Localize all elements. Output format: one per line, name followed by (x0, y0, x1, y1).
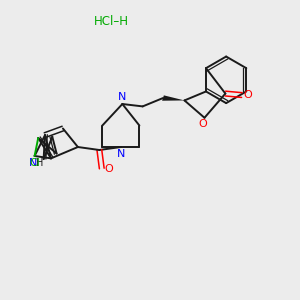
Text: H: H (36, 158, 43, 168)
Text: HCl–H: HCl–H (94, 15, 129, 28)
Polygon shape (162, 95, 184, 101)
Text: Cl: Cl (29, 158, 40, 168)
Text: N: N (117, 148, 125, 159)
Text: O: O (199, 119, 207, 129)
Text: N: N (118, 92, 127, 102)
Text: O: O (104, 164, 113, 173)
Text: N: N (29, 158, 37, 168)
Text: O: O (243, 90, 252, 100)
